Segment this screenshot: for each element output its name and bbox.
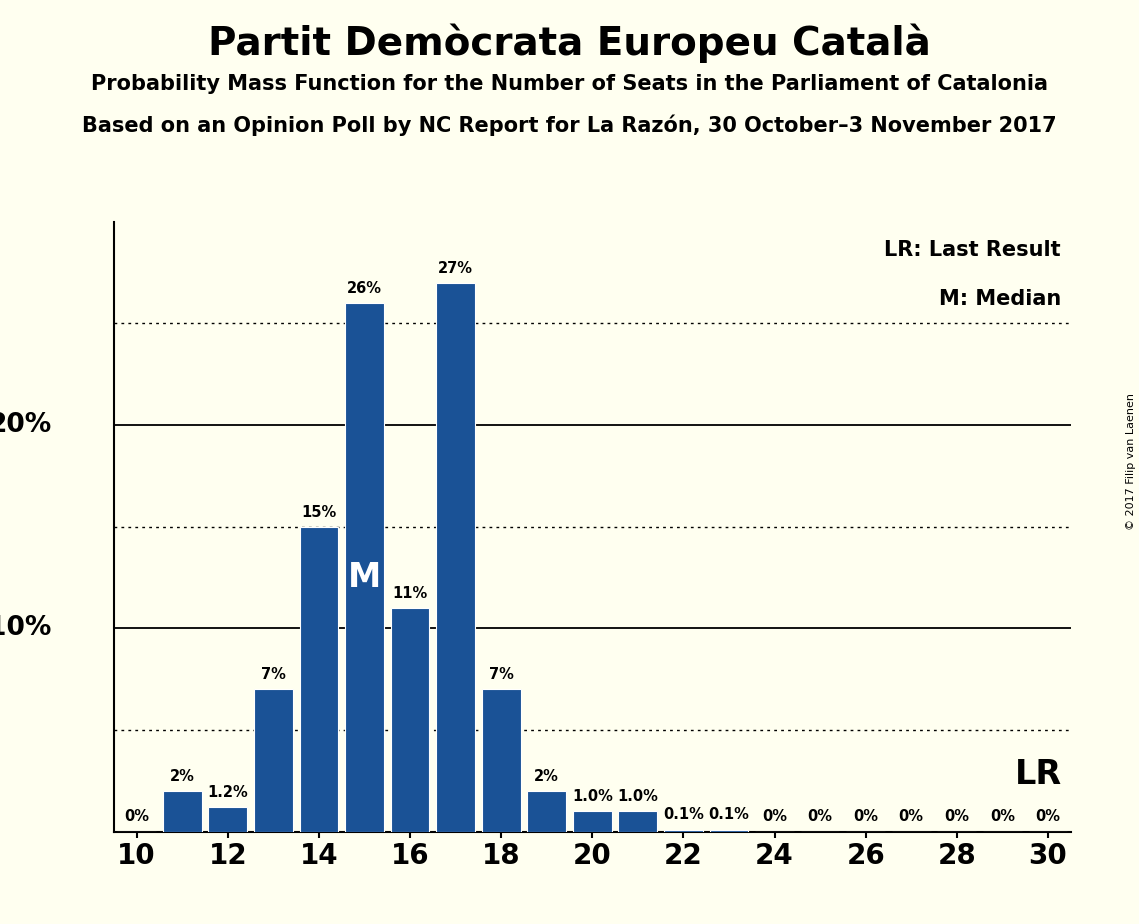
Text: 0%: 0% — [124, 809, 149, 824]
Bar — [664, 830, 703, 832]
Text: 20%: 20% — [0, 412, 51, 438]
Text: 27%: 27% — [439, 261, 473, 275]
Text: M: Median: M: Median — [939, 289, 1062, 309]
Text: 26%: 26% — [347, 281, 382, 296]
Text: LR: Last Result: LR: Last Result — [885, 240, 1062, 260]
Bar — [208, 808, 247, 832]
Bar — [345, 303, 384, 832]
Text: 0%: 0% — [808, 809, 833, 824]
Text: 0%: 0% — [762, 809, 787, 824]
Text: 10%: 10% — [0, 615, 51, 641]
Text: 0%: 0% — [990, 809, 1015, 824]
Bar — [573, 811, 612, 832]
Text: M: M — [347, 562, 382, 594]
Text: 0.1%: 0.1% — [663, 808, 704, 822]
Text: 2%: 2% — [170, 769, 195, 784]
Text: 2%: 2% — [534, 769, 559, 784]
Bar — [527, 791, 566, 832]
Bar — [710, 830, 748, 832]
Text: 1.0%: 1.0% — [572, 789, 613, 804]
Bar — [436, 283, 475, 832]
Text: 0%: 0% — [1035, 809, 1060, 824]
Bar — [391, 608, 429, 832]
Text: 0%: 0% — [944, 809, 969, 824]
Text: Based on an Opinion Poll by NC Report for La Razón, 30 October–3 November 2017: Based on an Opinion Poll by NC Report fo… — [82, 115, 1057, 136]
Text: 11%: 11% — [393, 586, 427, 601]
Text: 7%: 7% — [489, 667, 514, 682]
Text: 0%: 0% — [899, 809, 924, 824]
Bar — [254, 689, 293, 832]
Text: Partit Demòcrata Europeu Català: Partit Demòcrata Europeu Català — [208, 23, 931, 63]
Text: LR: LR — [1015, 759, 1062, 791]
Text: 7%: 7% — [261, 667, 286, 682]
Text: 0%: 0% — [853, 809, 878, 824]
Text: 1.0%: 1.0% — [617, 789, 658, 804]
Bar — [482, 689, 521, 832]
Bar — [618, 811, 657, 832]
Text: © 2017 Filip van Laenen: © 2017 Filip van Laenen — [1126, 394, 1136, 530]
Text: Probability Mass Function for the Number of Seats in the Parliament of Catalonia: Probability Mass Function for the Number… — [91, 74, 1048, 94]
Text: 0.1%: 0.1% — [708, 808, 749, 822]
Text: 1.2%: 1.2% — [207, 785, 248, 800]
Bar — [163, 791, 202, 832]
Bar — [300, 527, 338, 832]
Text: 15%: 15% — [302, 505, 336, 519]
